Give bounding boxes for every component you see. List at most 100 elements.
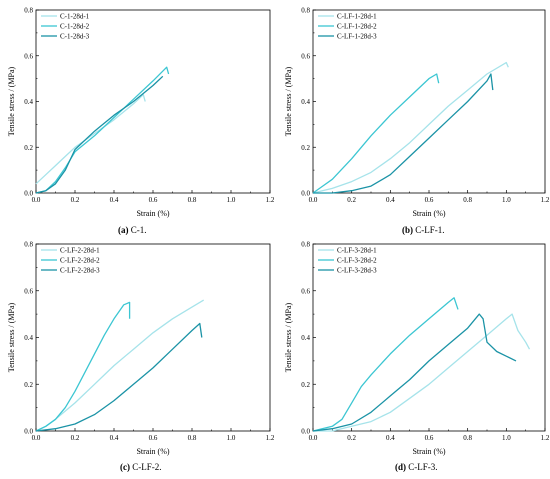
x-tick-label: 0.6 <box>149 434 158 442</box>
x-tick-label: 0.0 <box>309 196 318 204</box>
legend: C-LF-1-28d-1 C-LF-1-28d-2 C-LF-1-28d-3 <box>318 13 377 41</box>
x-axis-label: Strain (%) <box>136 447 169 456</box>
x-tick-label: 1.0 <box>502 434 511 442</box>
legend-entry-1: C-LF-3-28d-1 <box>337 247 377 255</box>
x-axis-label: Strain (%) <box>412 447 445 456</box>
series-line-3 <box>313 73 494 194</box>
y-tick-label: 0.2 <box>301 144 310 152</box>
x-tick-label: 0.0 <box>32 434 41 442</box>
y-axis-label: Tensile stress / (MPa) <box>284 302 293 372</box>
legend-entry-3: C-LF-3-28d-3 <box>337 267 377 275</box>
x-axis-label: Strain (%) <box>136 209 169 218</box>
series-line-3 <box>312 313 517 432</box>
legend-entry-3: C-LF-2-28d-3 <box>60 267 100 275</box>
caption-text: C-1. <box>129 225 147 235</box>
x-tick-label: 0.4 <box>386 196 395 204</box>
y-tick-label: 0.0 <box>301 428 310 436</box>
y-tick-label: 0.4 <box>301 334 310 342</box>
x-axis-label: Strain (%) <box>412 209 445 218</box>
series-line-2 <box>312 297 459 432</box>
series-line-2 <box>312 73 440 194</box>
y-tick-label: 0.4 <box>24 98 33 106</box>
caption-letter: (b) <box>402 225 413 235</box>
x-tick-label: 0.8 <box>463 434 472 442</box>
series-line-2 <box>35 301 131 432</box>
legend-entry-2: C-LF-1-28d-2 <box>337 23 377 31</box>
x-tick-label: 0.4 <box>386 434 395 442</box>
y-tick-label: 0.8 <box>301 7 310 15</box>
x-tick-label: 1.0 <box>227 434 236 442</box>
y-tick-label: 0.4 <box>301 98 310 106</box>
y-tick-label: 0.2 <box>301 381 310 389</box>
legend-entry-2: C-1-28d-2 <box>60 23 90 31</box>
chart-panel-1: 0.0 0.2 0.4 0.6 0.8 1.0 1.2 0.0 0.2 0.4 0.6 0.8 Stra… <box>7 7 275 236</box>
y-axis-label: Tensile stress / (MPa) <box>7 302 16 372</box>
y-tick-label: 0.8 <box>301 241 310 249</box>
series-line-1 <box>312 61 509 194</box>
y-axis-label: Tensile stress / (MPa) <box>284 66 293 136</box>
x-tick-label: 0.6 <box>149 196 158 204</box>
legend: C-LF-3-28d-1 C-LF-3-28d-2 C-LF-3-28d-3 <box>318 247 377 275</box>
legend-entry-3: C-1-28d-3 <box>60 33 90 41</box>
x-tick-label: 0.6 <box>425 196 434 204</box>
caption-text: C-LF-2. <box>130 462 162 472</box>
x-tick-label: 1.2 <box>541 434 550 442</box>
panel-caption: (b) C-LF-1. <box>402 225 445 235</box>
x-tick-label: 0.2 <box>347 196 356 204</box>
x-tick-label: 0.8 <box>188 196 197 204</box>
y-tick-label: 0.6 <box>301 287 310 295</box>
x-tick-label: 1.2 <box>266 196 275 204</box>
x-tick-label: 1.0 <box>502 196 511 204</box>
x-tick-label: 0.4 <box>110 196 119 204</box>
legend-entry-3: C-LF-1-28d-3 <box>337 33 377 41</box>
y-tick-label: 0.6 <box>301 52 310 60</box>
x-tick-label: 0.8 <box>463 196 472 204</box>
x-tick-label: 1.0 <box>227 196 236 204</box>
series-line-3 <box>35 75 164 194</box>
caption-letter: (c) <box>120 462 130 472</box>
y-tick-label: 0.6 <box>24 52 33 60</box>
panel-caption: (c) C-LF-2. <box>120 462 162 472</box>
x-tick-label: 0.4 <box>110 434 119 442</box>
caption-letter: (d) <box>395 462 406 472</box>
panel-caption: (a) C-1. <box>118 225 147 235</box>
y-tick-label: 0.8 <box>24 241 33 249</box>
caption-text: C-LF-1. <box>413 225 445 235</box>
series-line-1 <box>35 299 205 432</box>
legend: C-1-28d-1 C-1-28d-2 C-1-28d-3 <box>41 13 90 41</box>
x-tick-label: 0.8 <box>188 434 197 442</box>
chart-panel-4: 0.0 0.2 0.4 0.6 0.8 1.0 1.2 0.0 0.2 0.4 0.6 0.8 Stra… <box>284 241 550 473</box>
x-tick-label: 1.2 <box>541 196 550 204</box>
series-line-2 <box>35 66 170 194</box>
legend-entry-1: C-LF-1-28d-1 <box>337 13 377 21</box>
y-tick-label: 0.0 <box>24 428 33 436</box>
y-tick-label: 0.2 <box>24 381 33 389</box>
y-tick-label: 0.2 <box>24 144 33 152</box>
legend: C-LF-2-28d-1 C-LF-2-28d-2 C-LF-2-28d-3 <box>41 247 100 275</box>
y-tick-label: 0.4 <box>24 334 33 342</box>
x-tick-label: 0.0 <box>309 434 318 442</box>
legend-entry-1: C-LF-2-28d-1 <box>60 247 100 255</box>
legend-entry-2: C-LF-2-28d-2 <box>60 257 100 265</box>
x-tick-label: 0.2 <box>71 196 80 204</box>
caption-letter: (a) <box>118 225 129 235</box>
y-tick-label: 0.0 <box>24 190 33 198</box>
chart-panel-3: 0.0 0.2 0.4 0.6 0.8 1.0 1.2 0.0 0.2 0.4 0.6 0.8 Stra… <box>7 241 275 473</box>
y-tick-label: 0.0 <box>301 190 310 198</box>
chart-panel-2: 0.0 0.2 0.4 0.6 0.8 1.0 1.2 0.0 0.2 0.4 0.6 0.8 Stra… <box>284 7 550 236</box>
x-tick-label: 0.0 <box>32 196 41 204</box>
legend-entry-1: C-1-28d-1 <box>60 13 90 21</box>
panel-caption: (d) C-LF-3. <box>395 462 438 472</box>
x-tick-label: 0.2 <box>71 434 80 442</box>
y-tick-label: 0.6 <box>24 287 33 295</box>
caption-text: C-LF-3. <box>406 462 438 472</box>
legend-entry-2: C-LF-3-28d-2 <box>337 257 377 265</box>
y-tick-label: 0.8 <box>24 7 33 15</box>
series-line-3 <box>35 322 203 432</box>
x-tick-label: 0.6 <box>425 434 434 442</box>
y-axis-label: Tensile stress / (MPa) <box>7 66 16 136</box>
x-tick-label: 0.2 <box>347 434 356 442</box>
x-tick-label: 1.2 <box>266 434 275 442</box>
series-line-1 <box>313 313 531 432</box>
